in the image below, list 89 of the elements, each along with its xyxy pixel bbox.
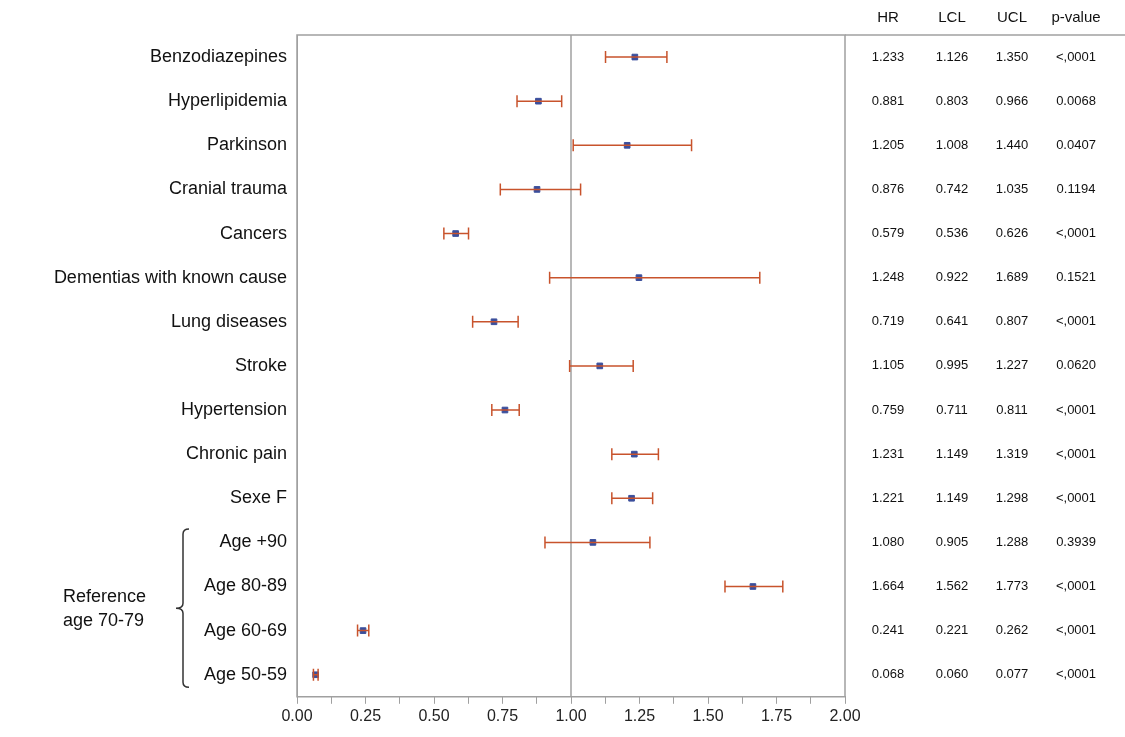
- text: <,0001: [1055, 445, 1097, 461]
- data-label: 0.881: [871, 92, 905, 108]
- x-tick-label: 0.00: [281, 706, 313, 724]
- text: 1.773: [995, 578, 1029, 594]
- y-tick-label: Sexe F: [229, 487, 287, 508]
- text: 0.3939: [1056, 533, 1096, 549]
- y-tick-label: Hyperlipidemia: [167, 90, 288, 111]
- text: <,0001: [1055, 489, 1097, 505]
- text: 0.966: [995, 92, 1029, 108]
- x-tick-label: 1.25: [623, 706, 656, 724]
- text: 1.562: [935, 578, 969, 594]
- text: p-value: [1051, 8, 1101, 26]
- text: 0.077: [995, 666, 1029, 682]
- text: Reference age 70-79: [63, 585, 147, 630]
- data-label: 0.719: [871, 313, 905, 329]
- data-label: 1.248: [871, 269, 905, 285]
- text: 0.221: [935, 622, 969, 638]
- text: <,0001: [1055, 666, 1097, 682]
- text: 0.0620: [1056, 357, 1096, 373]
- x-tick-label: 1.50: [692, 706, 724, 724]
- text: 1.350: [995, 48, 1029, 64]
- y-tick-label: Hypertension: [180, 398, 287, 419]
- x-tick-label: 1.75: [760, 706, 793, 724]
- text: <,0001: [1055, 401, 1097, 417]
- data-label: 1.231: [871, 445, 905, 461]
- text: <,0001: [1055, 622, 1097, 638]
- data-label: 0.759: [871, 401, 905, 417]
- y-tick-label: Dementias with known cause: [53, 266, 287, 287]
- text: 1.149: [935, 445, 969, 461]
- y-tick-label: Age +90: [219, 531, 287, 552]
- text: 0.711: [936, 401, 968, 417]
- text: <,0001: [1055, 225, 1097, 241]
- y-tick-label: Chronic pain: [185, 443, 287, 464]
- x-tick-label: 2.00: [829, 706, 861, 724]
- text: 0.1521: [1056, 269, 1096, 285]
- data-label: 0.241: [871, 622, 905, 638]
- text: 0.060: [935, 666, 969, 682]
- y-tick-label: Benzodiazepines: [149, 46, 287, 67]
- text: 0.803: [935, 92, 969, 108]
- text: 0.995: [935, 357, 969, 373]
- y-tick-label: Parkinson: [206, 134, 287, 155]
- text: 0.807: [995, 313, 1029, 329]
- x-tick-label: 1.00: [555, 706, 587, 724]
- text: 0.262: [995, 622, 1029, 638]
- text: LCL: [938, 8, 966, 26]
- text: <,0001: [1055, 578, 1097, 594]
- text: 0.811: [996, 401, 1028, 417]
- text: 1.440: [995, 136, 1029, 152]
- data-label: 1.105: [871, 357, 905, 373]
- text: 1.227: [995, 357, 1029, 373]
- y-tick-label: Age 60-69: [203, 619, 287, 640]
- text: 0.536: [935, 225, 969, 241]
- text: 1.319: [995, 445, 1029, 461]
- y-tick-label: Cancers: [219, 222, 287, 243]
- text: 1.298: [995, 489, 1029, 505]
- data-label: 1.221: [871, 489, 905, 505]
- data-label: 0.579: [871, 225, 905, 241]
- data-label: 1.233: [871, 48, 905, 64]
- text: 0.742: [935, 181, 969, 196]
- text: 0.641: [935, 313, 969, 329]
- text: 1.035: [995, 181, 1029, 196]
- text: HR: [877, 8, 899, 26]
- text: 0.0068: [1056, 92, 1096, 108]
- x-tick-label: 0.75: [486, 706, 519, 724]
- data-label: 1.664: [871, 578, 905, 594]
- data-label: 0.876: [871, 181, 905, 196]
- text: 0.905: [935, 533, 969, 549]
- x-tick-label: 0.25: [349, 706, 382, 724]
- data-label: 1.080: [871, 533, 905, 549]
- text: <,0001: [1055, 48, 1097, 64]
- text: UCL: [996, 8, 1028, 26]
- text: 0.922: [935, 269, 969, 285]
- text: 0.1194: [1056, 181, 1096, 196]
- y-tick-label: Stroke: [234, 354, 287, 375]
- text: 1.689: [995, 269, 1029, 285]
- data-label: 0.068: [871, 666, 905, 682]
- data-label: 1.205: [871, 136, 905, 152]
- text: <,0001: [1055, 313, 1097, 329]
- y-tick-label: Lung diseases: [170, 310, 287, 331]
- y-tick-label: Cranial trauma: [168, 178, 288, 199]
- y-tick-label: Age 80-89: [203, 575, 287, 596]
- text: 1.288: [995, 533, 1029, 549]
- x-tick-label: 0.50: [418, 706, 450, 724]
- text: 0.626: [995, 225, 1029, 241]
- y-tick-label: Age 50-59: [203, 663, 287, 684]
- text: 1.008: [935, 136, 969, 152]
- text: 1.126: [935, 48, 969, 64]
- text: 0.0407: [1056, 136, 1096, 152]
- text: 1.149: [935, 489, 969, 505]
